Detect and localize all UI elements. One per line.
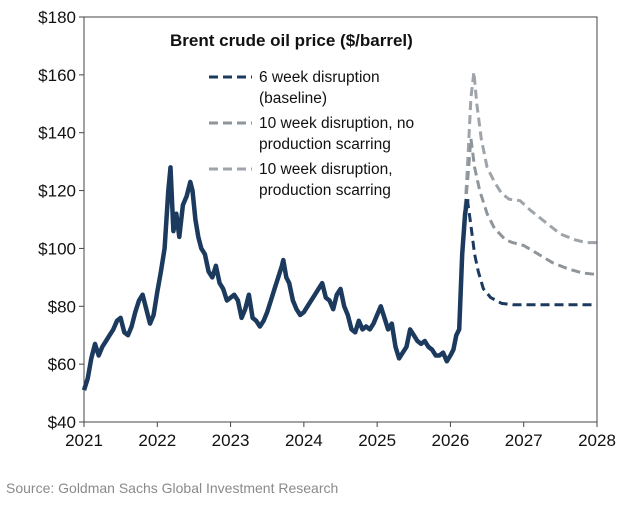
x-tick-label: 2023 xyxy=(212,431,250,450)
legend-label: 10 week disruption, xyxy=(259,161,393,178)
legend-label: 10 week disruption, no xyxy=(259,115,414,132)
legend-label: (baseline) xyxy=(259,90,327,107)
axes: $40 $60 $80 $100 $120 $140 $160 $180 2021 2022 202… xyxy=(38,8,616,450)
legend-label: 6 week disruption xyxy=(259,69,380,86)
legend-label: production scarring xyxy=(259,136,391,153)
y-tick-label: $80 xyxy=(48,297,76,316)
series-line xyxy=(463,70,597,245)
y-tick-label: $140 xyxy=(38,124,76,143)
chart-title: Brent crude oil price ($/barrel) xyxy=(170,31,413,50)
x-tick-label: 2026 xyxy=(432,431,470,450)
y-tick-label: $180 xyxy=(38,8,76,27)
x-tick-label: 2025 xyxy=(358,431,396,450)
series-line xyxy=(81,165,470,391)
legend: 6 week disruption (baseline) 10 week disru… xyxy=(209,69,414,199)
series-layer xyxy=(81,70,598,391)
x-tick-label: 2027 xyxy=(505,431,543,450)
x-tick-label: 2021 xyxy=(65,431,103,450)
y-tick-label: $60 xyxy=(48,355,76,374)
plot-frame xyxy=(83,16,598,423)
y-tick-label: $120 xyxy=(38,182,76,201)
x-tick-label: 2024 xyxy=(285,431,323,450)
source-note: Source: Goldman Sachs Global Investment … xyxy=(6,480,338,496)
y-tick-label: $40 xyxy=(48,413,76,432)
x-tick-label: 2022 xyxy=(138,431,176,450)
y-tick-label: $100 xyxy=(38,239,76,258)
y-tick-label: $160 xyxy=(38,66,76,85)
series-line xyxy=(463,137,598,276)
x-tick-label: 2028 xyxy=(578,431,616,450)
legend-label: production scarring xyxy=(259,182,391,199)
